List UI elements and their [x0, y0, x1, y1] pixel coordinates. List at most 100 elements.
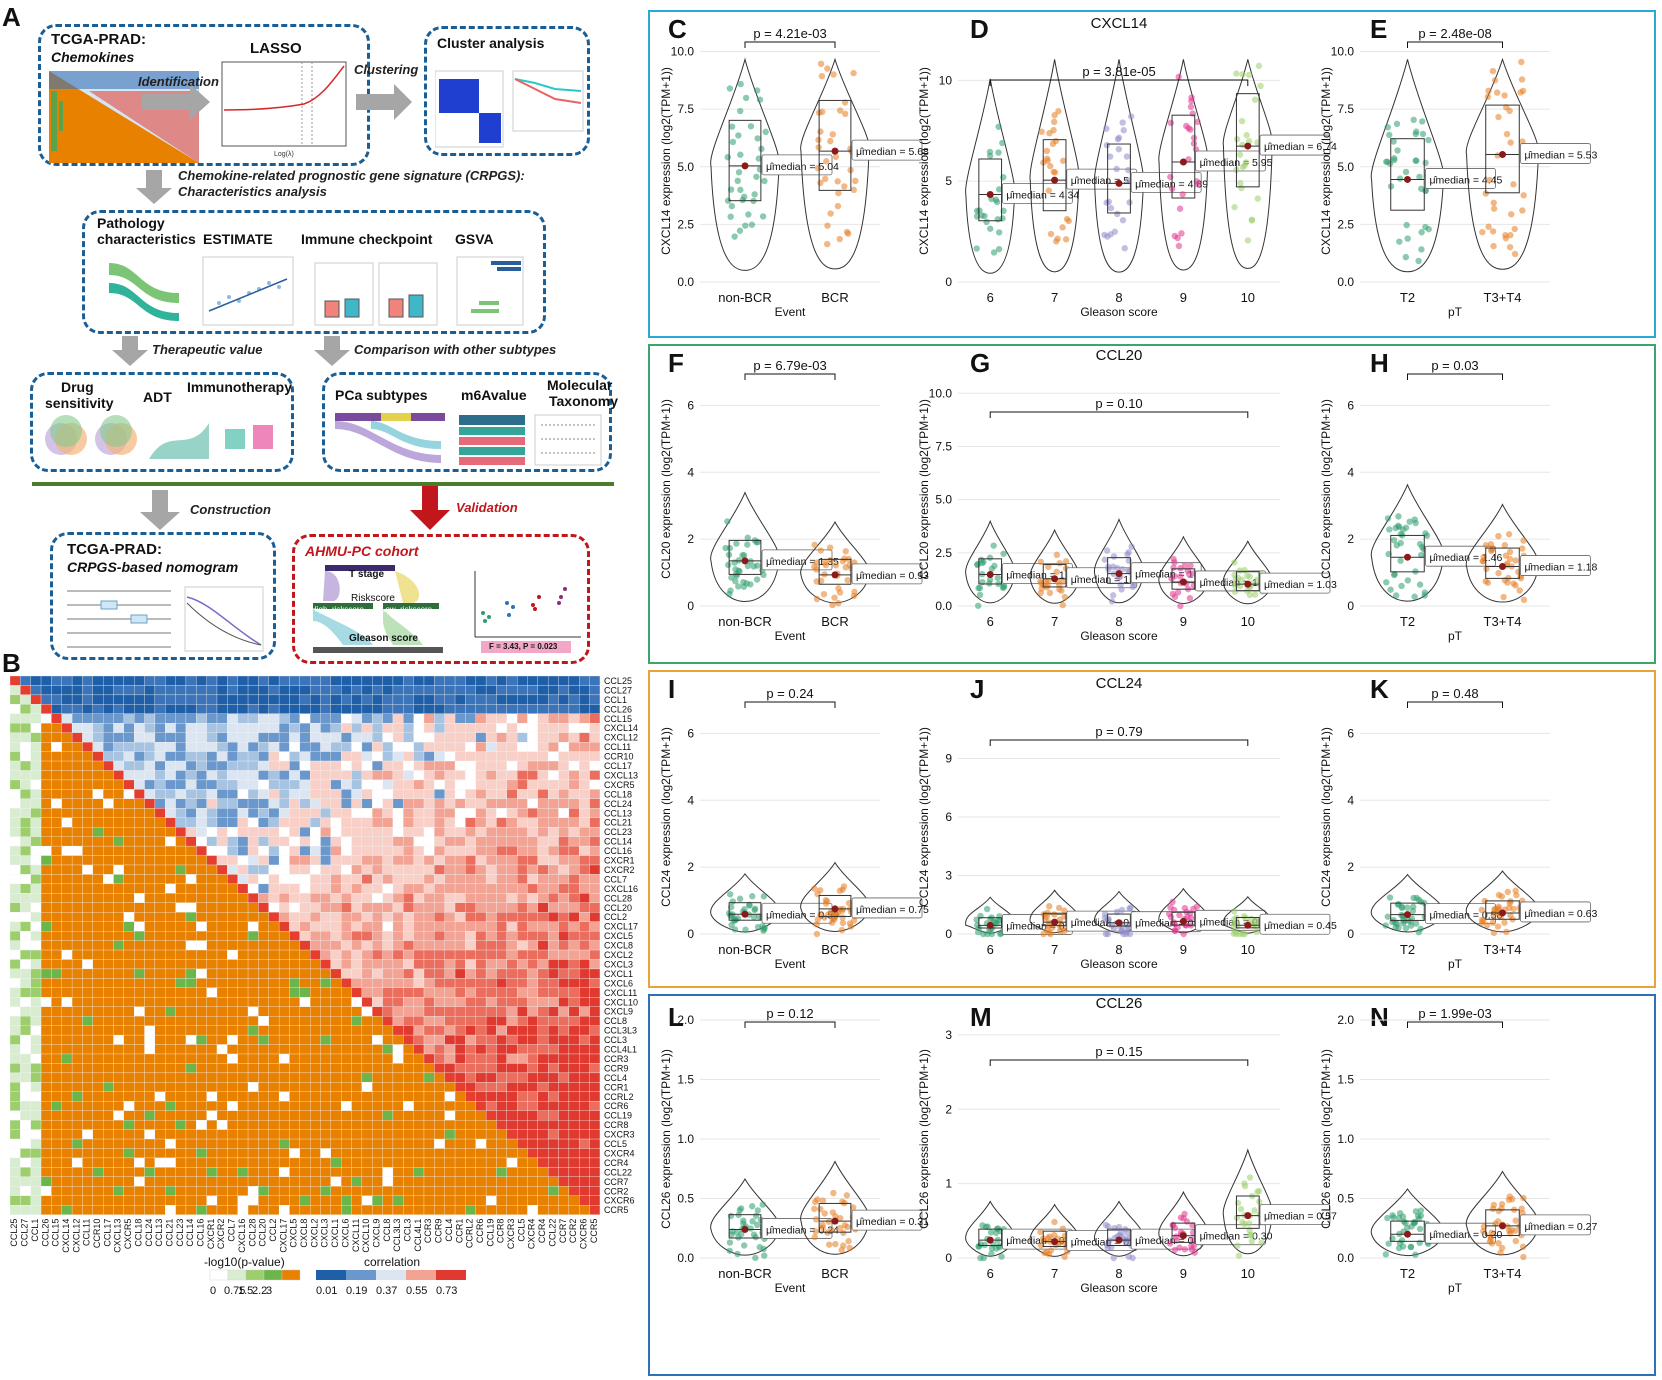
- median-point: [741, 557, 749, 565]
- data-point: [1412, 920, 1420, 927]
- x-tick-label: T3+T4: [1484, 942, 1522, 957]
- data-point: [1061, 593, 1069, 601]
- data-point: [1123, 153, 1131, 160]
- data-point: [823, 158, 830, 165]
- x-tick-label: BCR: [821, 1266, 848, 1281]
- data-point: [995, 123, 1002, 130]
- y-tick-label: 6: [687, 726, 694, 740]
- data-point: [731, 233, 738, 240]
- data-point: [831, 594, 838, 601]
- x-tick-label: 9: [1180, 614, 1187, 629]
- data-point: [835, 189, 842, 197]
- data-point: [760, 893, 768, 900]
- data-point: [974, 602, 982, 609]
- data-point: [1520, 1253, 1527, 1261]
- y-tick-label: 7.5: [935, 439, 952, 453]
- data-point: [1179, 191, 1186, 198]
- data-point: [1520, 537, 1527, 544]
- data-point: [1046, 903, 1053, 910]
- data-point: [1251, 591, 1259, 598]
- data-point: [817, 128, 824, 135]
- data-point: [735, 583, 742, 590]
- data-point: [734, 177, 741, 185]
- y-tick-label: 6: [945, 810, 952, 824]
- data-point: [850, 592, 858, 600]
- y-tick-label: 2.5: [935, 546, 952, 560]
- data-point: [728, 123, 736, 130]
- data-point: [850, 69, 857, 77]
- data-point: [1501, 919, 1508, 926]
- data-point: [1389, 1235, 1396, 1242]
- data-point: [1498, 1205, 1505, 1212]
- data-point: [1234, 1199, 1242, 1207]
- significance-bracket: [744, 701, 836, 708]
- data-point: [1062, 236, 1070, 243]
- data-point: [1101, 556, 1108, 563]
- data-point: [994, 574, 1001, 581]
- chemokine-heatmap-thumbnail: [49, 71, 199, 163]
- x-tick-label: T3+T4: [1484, 614, 1522, 629]
- data-point: [980, 1254, 987, 1262]
- data-point: [836, 589, 844, 596]
- data-point: [1506, 107, 1513, 115]
- data-point: [1255, 62, 1263, 70]
- data-point: [1235, 1252, 1243, 1259]
- data-point: [1183, 1218, 1191, 1225]
- data-point: [1185, 571, 1193, 578]
- y-tick-label: 2: [687, 860, 694, 874]
- violin-outline: [965, 78, 1016, 274]
- y-tick-label: 0.0: [677, 1251, 694, 1265]
- crpgs-label-line2: Characteristics analysis: [178, 184, 327, 199]
- data-point: [1170, 919, 1177, 926]
- median-point: [986, 921, 994, 929]
- data-point: [1058, 587, 1065, 594]
- y-tick-label: 2.0: [1337, 1013, 1354, 1027]
- pathology-title: Pathology: [97, 215, 165, 231]
- x-axis-title: Gleason score: [1080, 957, 1158, 971]
- y-tick-label: 1.5: [677, 1073, 694, 1087]
- data-point: [826, 1241, 833, 1248]
- y-tick-label: 0: [1347, 927, 1354, 941]
- median-point: [741, 910, 749, 918]
- gene-title: CCL20: [1096, 347, 1143, 364]
- data-point: [1519, 207, 1526, 214]
- data-point: [726, 1247, 733, 1254]
- median-point: [986, 190, 994, 198]
- x-axis-title: Gleason score: [1080, 629, 1158, 643]
- data-point: [1484, 579, 1492, 586]
- adt-title: ADT: [143, 389, 172, 405]
- ahmu-fstat-label: F = 3.43, P = 0.023: [489, 642, 558, 651]
- data-point: [830, 1189, 837, 1197]
- data-point: [1402, 925, 1410, 932]
- data-point: [1395, 901, 1402, 908]
- ahmu-dotplot-thumbnail: [474, 571, 581, 653]
- crpgs-down-arrow-icon: [136, 170, 172, 204]
- median-point: [1244, 580, 1252, 588]
- ahmu-title: AHMU-PC cohort: [305, 543, 419, 559]
- data-point: [976, 584, 984, 592]
- data-point: [1395, 1214, 1403, 1222]
- data-point: [836, 107, 844, 114]
- data-point: [841, 183, 848, 190]
- data-point: [1059, 224, 1066, 231]
- x-tick-label: non-BCR: [718, 942, 771, 957]
- data-point: [1118, 906, 1126, 914]
- data-point: [1238, 117, 1246, 125]
- gene-title: CXCL14: [1091, 15, 1148, 32]
- median-point: [1051, 575, 1059, 583]
- x-tick-label: 7: [1051, 1266, 1058, 1281]
- data-point: [1489, 919, 1496, 926]
- data-point: [1402, 253, 1410, 261]
- x-tick-label: 10: [1241, 1266, 1255, 1281]
- data-point: [1383, 579, 1390, 586]
- data-point: [821, 559, 829, 566]
- x-tick-label: BCR: [821, 290, 848, 305]
- data-point: [1415, 896, 1423, 904]
- data-point: [827, 210, 834, 217]
- data-point: [1037, 1228, 1044, 1236]
- data-point: [728, 202, 736, 210]
- data-point: [840, 1242, 847, 1249]
- median-point: [1179, 158, 1187, 166]
- ahmu-tstage-label: T stage: [349, 569, 385, 580]
- significance-bracket: [744, 1021, 836, 1028]
